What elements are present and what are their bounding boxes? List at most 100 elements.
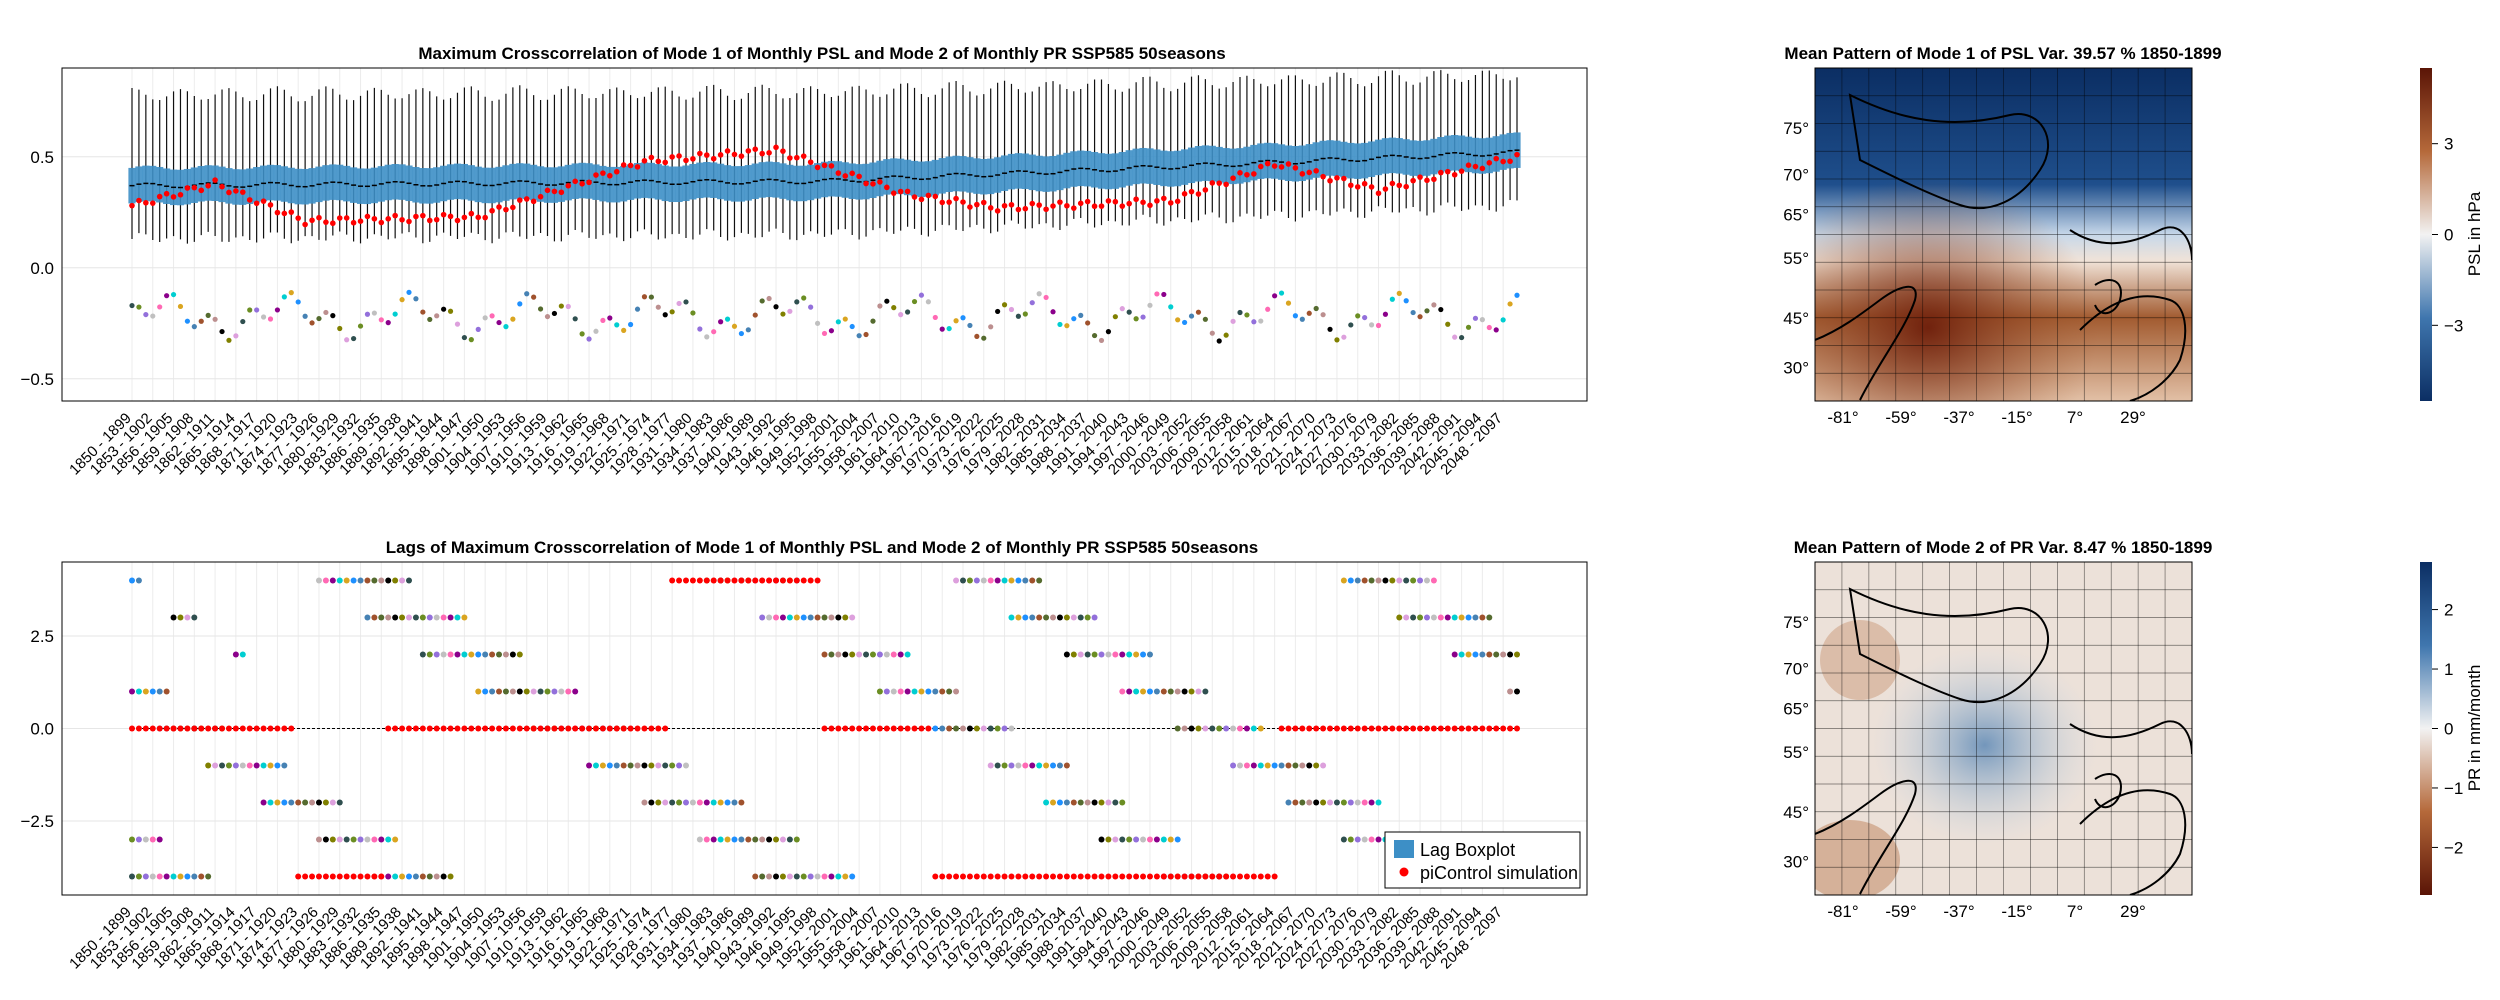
member-lag-point <box>142 836 149 843</box>
member-lag-point <box>1167 688 1174 695</box>
member-point <box>801 295 807 301</box>
picontrol-point <box>212 177 218 183</box>
picontrol-point <box>974 201 980 208</box>
member-lag-point <box>1486 614 1493 621</box>
picontrol-point <box>1313 168 1319 174</box>
picontrol-point <box>1230 175 1236 181</box>
member-point <box>828 328 835 334</box>
member-point <box>704 334 710 340</box>
member-lag-point <box>371 836 378 843</box>
picontrol-point <box>468 210 475 217</box>
member-lag-point <box>752 836 759 843</box>
picontrol-lag-point <box>620 725 627 732</box>
colorbar-tick-label: 0 <box>2444 720 2453 739</box>
picontrol-point <box>489 207 495 214</box>
picontrol-lag-point <box>399 725 406 732</box>
picontrol-point <box>1202 187 1209 193</box>
picontrol-lag-point <box>821 725 828 732</box>
member-point <box>233 333 239 339</box>
picontrol-lag-point <box>662 725 669 732</box>
member-point <box>254 307 260 313</box>
legend-label-lag-boxplot: Lag Boxplot <box>1420 840 1515 860</box>
member-lag-point <box>454 614 461 621</box>
picontrol-lag-point <box>1278 725 1285 732</box>
lon-tick-label: -81° <box>1827 902 1858 921</box>
picontrol-lag-point <box>703 577 710 584</box>
picontrol-lag-point <box>364 873 371 880</box>
member-lag-point <box>156 688 163 695</box>
picontrol-point <box>406 218 412 225</box>
bottom-chart-title: Lags of Maximum Crosscorrelation of Mode… <box>386 538 1259 557</box>
member-point <box>870 318 876 324</box>
member-lag-point <box>1119 688 1126 695</box>
picontrol-lag-point <box>440 725 447 732</box>
member-lag-point <box>350 577 357 584</box>
picontrol-point <box>655 158 662 165</box>
picontrol-point <box>517 197 523 203</box>
member-lag-point <box>662 762 669 769</box>
picontrol-point <box>586 179 592 186</box>
member-lag-point <box>1264 762 1271 769</box>
member-lag-point <box>994 762 1001 769</box>
picontrol-point <box>980 199 987 206</box>
member-point <box>1216 338 1222 344</box>
picontrol-lag-point <box>496 725 503 732</box>
picontrol-point <box>1181 191 1188 197</box>
member-lag-point <box>1444 614 1451 621</box>
member-lag-point <box>641 762 648 769</box>
picontrol-lag-point <box>1333 725 1340 732</box>
member-lag-point <box>883 651 890 658</box>
picontrol-lag-point <box>1223 873 1230 880</box>
member-point <box>1168 304 1174 310</box>
lon-tick-label: 29° <box>2120 408 2146 427</box>
picontrol-point <box>641 157 648 164</box>
picontrol-point <box>1077 200 1084 207</box>
member-lag-point <box>939 688 946 695</box>
picontrol-lag-point <box>523 725 530 732</box>
member-lag-point <box>142 688 149 695</box>
picontrol-point <box>1091 203 1098 210</box>
member-point <box>1459 334 1465 341</box>
member-point <box>143 311 149 318</box>
member-point <box>420 309 426 315</box>
member-lag-point <box>322 836 329 843</box>
member-point <box>364 311 371 317</box>
member-lag-point <box>821 651 828 658</box>
picontrol-lag-point <box>385 725 392 732</box>
picontrol-point <box>496 204 502 210</box>
member-lag-point <box>1514 651 1520 658</box>
picontrol-lag-point <box>1465 725 1472 732</box>
member-lag-point <box>205 762 212 769</box>
member-lag-point <box>1216 725 1223 732</box>
top-chart-title: Maximum Crosscorrelation of Mode 1 of Mo… <box>418 44 1225 63</box>
picontrol-point <box>440 211 447 218</box>
member-lag-point <box>399 614 406 621</box>
member-lag-point <box>1354 577 1361 584</box>
member-lag-point <box>1285 799 1292 806</box>
member-point <box>1299 316 1305 322</box>
member-point <box>1396 290 1402 296</box>
member-point <box>385 320 391 326</box>
picontrol-lag-point <box>1195 873 1202 880</box>
member-lag-point <box>1043 799 1050 806</box>
member-point <box>1147 302 1153 308</box>
member-point <box>1465 324 1472 330</box>
member-lag-point <box>329 836 336 843</box>
member-lag-point <box>1091 799 1098 806</box>
member-lag-point <box>1133 651 1140 658</box>
member-lag-point <box>509 688 516 695</box>
picontrol-point <box>1161 195 1167 202</box>
member-lag-point <box>1043 762 1050 769</box>
member-lag-point <box>378 614 385 621</box>
picontrol-point <box>946 199 952 205</box>
picontrol-point <box>1334 175 1340 181</box>
member-lag-point <box>1119 836 1126 843</box>
picontrol-point <box>1375 190 1382 197</box>
member-lag-point <box>1257 762 1264 769</box>
member-lag-point <box>1410 577 1417 584</box>
member-lag-point <box>1230 725 1237 732</box>
member-lag-point <box>1084 799 1091 806</box>
member-lag-point <box>295 799 302 806</box>
member-lag-point <box>1056 614 1063 621</box>
member-lag-point <box>558 688 565 695</box>
